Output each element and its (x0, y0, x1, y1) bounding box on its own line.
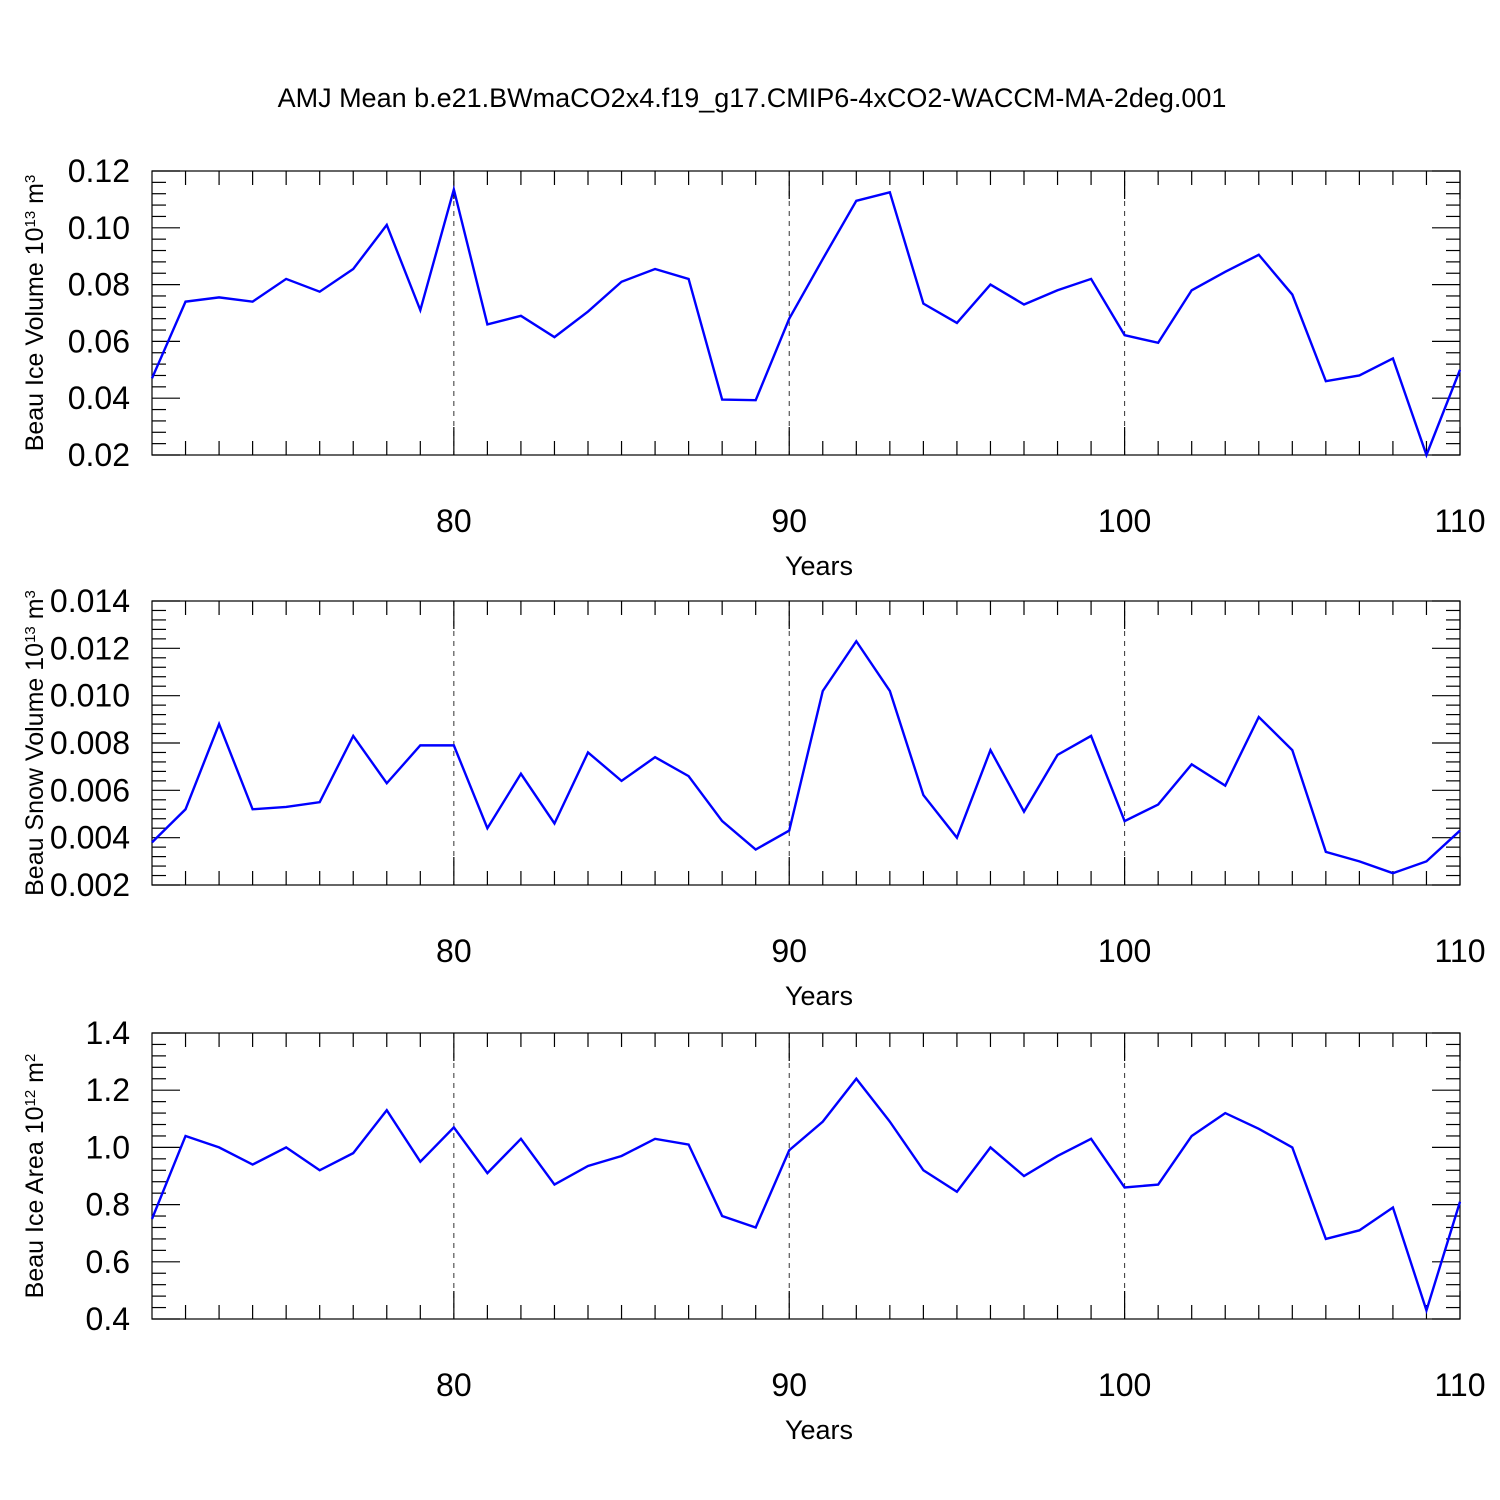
y-axis-title: Beau Ice Area 1012 m2 (21, 1054, 49, 1299)
plot-frame (151, 1032, 1461, 1320)
y-tick-label: 0.010 (50, 678, 130, 714)
x-tick-label: 100 (1098, 1367, 1151, 1403)
x-tick-label: 110 (1434, 933, 1485, 969)
panel-3: 80 90 100 110 0.4 0.6 0.8 1.0 1.2 1.4 Years Beau Ic… (21, 1015, 1486, 1445)
y-tick-label: 0.008 (50, 725, 130, 761)
x-tick-label: 90 (771, 933, 807, 969)
y-tick-label: 0.6 (86, 1244, 130, 1280)
y-tick-label: 0.12 (68, 153, 130, 189)
series-line (150, 1076, 1462, 1315)
x-tick-label: 90 (771, 1367, 807, 1403)
series-line (151, 639, 1461, 875)
y-tick-label: 0.004 (50, 820, 130, 856)
x-tick-label: 110 (1434, 503, 1485, 539)
series-line (150, 184, 1462, 459)
y-tick-label: 0.08 (68, 267, 130, 303)
y-tick-label: 1.2 (86, 1072, 130, 1108)
x-tick-label: 110 (1434, 1367, 1485, 1403)
y-tick-label: 0.4 (86, 1301, 130, 1337)
x-tick-label: 80 (436, 933, 472, 969)
x-tick-label: 80 (436, 1367, 472, 1403)
panel-1: 80 90 100 110 0.02 0.04 0.06 0.08 0.10 0.12 Years B… (21, 153, 1486, 581)
y-tick-label: 0.8 (86, 1187, 130, 1223)
y-tick-label: 1.4 (86, 1015, 130, 1051)
y-tick-label: 0.006 (50, 772, 130, 808)
x-tick-label: 80 (436, 503, 472, 539)
y-tick-label: 1.0 (86, 1129, 130, 1165)
y-tick-label: 0.012 (50, 630, 130, 666)
y-tick-label: 0.002 (50, 867, 130, 903)
plot-frame (151, 170, 1461, 456)
x-axis-title: Years (785, 981, 853, 1011)
y-tick-label: 0.10 (68, 210, 130, 246)
panels-container: 80 90 100 110 0.02 0.04 0.06 0.08 0.10 0.12 Years B… (21, 153, 1486, 1445)
y-tick-label: 0.02 (68, 437, 130, 473)
x-tick-label: 90 (771, 503, 807, 539)
x-axis-title: Years (785, 1415, 853, 1445)
y-axis-title: Beau Ice Volume 1013 m3 (21, 175, 49, 452)
panel-2: 80 90 100 110 0.002 0.004 0.006 0.008 0.010 0.012… (21, 583, 1486, 1011)
y-axis-title: Beau Snow Volume 1013 m3 (21, 590, 49, 896)
y-tick-label: 0.014 (50, 583, 130, 619)
x-tick-label: 100 (1098, 933, 1151, 969)
y-tick-label: 0.04 (68, 380, 130, 416)
x-tick-label: 100 (1098, 503, 1151, 539)
x-axis-title: Years (785, 551, 853, 581)
y-tick-label: 0.06 (68, 323, 130, 359)
plot-frame (151, 600, 1461, 886)
chart-title: AMJ Mean b.e21.BWmaCO2x4.f19_g17.CMIP6-4… (278, 83, 1227, 113)
